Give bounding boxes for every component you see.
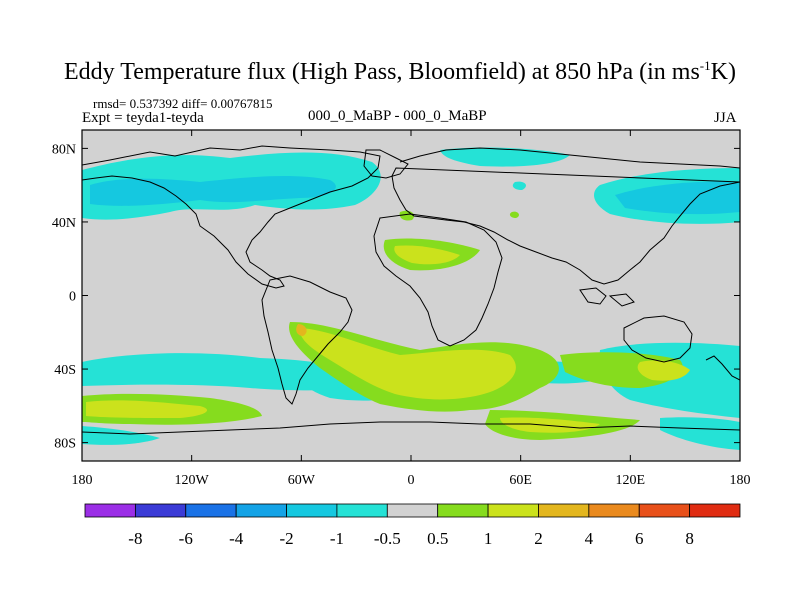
coastlines — [82, 145, 740, 435]
field-pos-aus-south-core — [637, 360, 690, 381]
field-pos-antarctic-core — [500, 417, 600, 433]
axis-ticks — [81, 130, 741, 461]
colorbar-swatch-8 — [487, 503, 539, 518]
colorbar-label-10: 6 — [635, 529, 644, 548]
lon-label-4: 60E — [509, 473, 532, 488]
colorbar-label-8: 2 — [534, 529, 543, 548]
colorbar-label-1: -6 — [179, 529, 193, 548]
lat-label-0: 80N — [52, 142, 76, 157]
field-pos-south-pacific-core — [86, 400, 208, 418]
colorbar: -8 -6 -4 -2 -1 -0.5 0.5 1 2 4 6 8 — [84, 503, 741, 548]
colorbar-swatch-7 — [437, 503, 489, 518]
axis-labels: 80N 40N 0 40S 80S 180 120W 60W 0 60E 120E 180 — [52, 142, 751, 488]
field-pos-orange-1 — [296, 324, 307, 336]
colorbar-swatch-9 — [538, 503, 590, 518]
coast-eurasia — [391, 147, 740, 285]
colorbar-swatch-4 — [286, 503, 338, 518]
field-neg-south-pacific-edge — [82, 426, 160, 445]
coast-new-zealand — [705, 355, 740, 381]
field-pos-africa-north-core — [394, 245, 460, 265]
colorbar-label-5: -0.5 — [374, 529, 401, 548]
colorbar-swatch-3 — [235, 503, 287, 518]
colorbar-swatch-2 — [185, 503, 237, 518]
lon-label-6: 180 — [730, 473, 751, 488]
colorbar-swatch-11 — [638, 503, 691, 518]
field-pos-small-asia — [509, 211, 519, 218]
colorbar-swatch-1 — [134, 503, 187, 518]
field-neg-arctic-europe — [440, 147, 570, 167]
colorbar-swatch-0 — [84, 503, 136, 518]
coast-antarctica — [82, 421, 740, 435]
lon-label-3: 0 — [408, 473, 415, 488]
colorbar-swatch-5 — [336, 503, 388, 518]
lat-label-2: 0 — [69, 290, 76, 305]
lon-label-1: 120W — [175, 473, 210, 488]
colorbar-label-3: -2 — [279, 529, 293, 548]
field-neg-south-pole — [660, 417, 740, 450]
colorbar-label-11: 8 — [685, 529, 694, 548]
lon-label-5: 120E — [616, 473, 646, 488]
colorbar-label-9: 4 — [585, 529, 594, 548]
colorbar-label-6: 0.5 — [427, 529, 448, 548]
lat-label-4: 80S — [54, 437, 76, 452]
lat-label-3: 40S — [54, 363, 76, 378]
flux-field — [82, 147, 740, 450]
experiment-name: 000_0_MaBP - 000_0_MaBP — [308, 108, 487, 124]
field-neg-small-1 — [512, 181, 526, 190]
coast-south-america — [261, 275, 353, 405]
rmsd-label: rmsd= 0.537392 diff= 0.00767815 — [93, 96, 273, 111]
field-pos-south-atlantic-core — [299, 328, 516, 400]
colorbar-swatch-12 — [689, 503, 741, 518]
lon-label-0: 180 — [72, 473, 93, 488]
coast-africa — [373, 213, 503, 347]
chart-title: Eddy Temperature flux (High Pass, Bloomf… — [64, 58, 736, 85]
colorbar-swatch-10 — [588, 503, 640, 518]
field-neg-na-core — [90, 176, 336, 206]
lon-label-2: 60W — [288, 473, 316, 488]
expt-label: Expt = teyda1-teyda — [82, 110, 204, 126]
colorbar-swatch-6 — [386, 503, 439, 518]
colorbar-label-4: -1 — [330, 529, 344, 548]
coast-north-america — [82, 145, 381, 289]
season-label: JJA — [714, 110, 737, 126]
field-neg-eurasia-core — [615, 181, 740, 215]
lat-label-1: 40N — [52, 216, 76, 231]
colorbar-label-0: -8 — [128, 529, 142, 548]
colorbar-label-7: 1 — [484, 529, 493, 548]
coast-se-asia-islands — [579, 287, 635, 307]
colorbar-label-2: -4 — [229, 529, 244, 548]
coast-greenland — [363, 149, 409, 179]
coast-australia — [623, 315, 693, 363]
